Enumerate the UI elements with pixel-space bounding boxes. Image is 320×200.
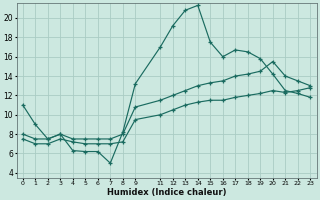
X-axis label: Humidex (Indice chaleur): Humidex (Indice chaleur) (107, 188, 226, 197)
